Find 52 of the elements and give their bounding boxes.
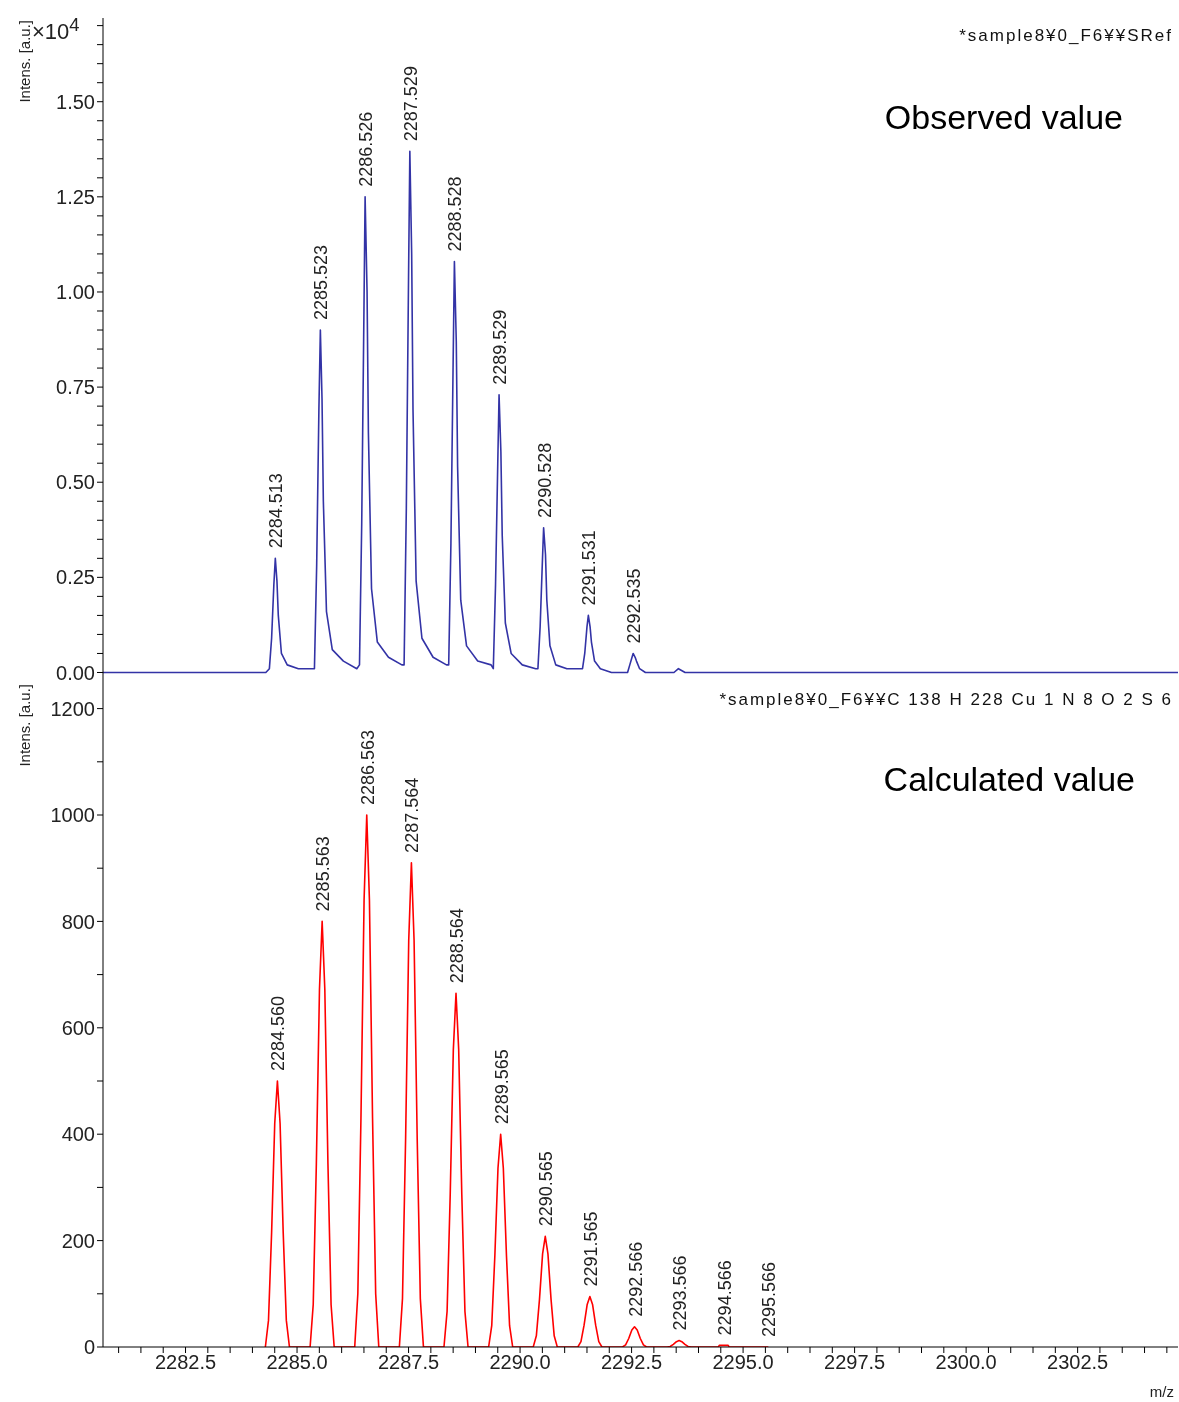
annotation: 2285.563 xyxy=(313,836,334,912)
x-tick-label: 2302.5 xyxy=(1047,1351,1109,1374)
annotation: 2295.566 xyxy=(759,1261,780,1337)
annotation: 2289.529 xyxy=(490,309,511,385)
x-axis-title: m/z xyxy=(1149,1383,1174,1400)
y-tick-label: 800 xyxy=(61,910,95,933)
y-tick-label: 0 xyxy=(83,1336,95,1359)
annotation: 2291.565 xyxy=(580,1211,601,1287)
y-tick-label: 400 xyxy=(61,1123,95,1146)
annotation: 2293.566 xyxy=(670,1255,691,1331)
y-tick-label: 0.25 xyxy=(56,566,95,589)
y-axis-title: Intens. [a.u.] xyxy=(16,684,33,767)
annotation: 2291.531 xyxy=(579,530,600,606)
y-tick-label: 600 xyxy=(61,1016,95,1039)
y-tick-label: 0.00 xyxy=(56,661,95,684)
annotation: 2288.528 xyxy=(445,176,466,252)
y-tick-label: 1.25 xyxy=(56,185,95,208)
x-tick-label: 2300.0 xyxy=(935,1351,997,1374)
y-tick-label: 1.00 xyxy=(56,281,95,304)
annotation: 2284.513 xyxy=(266,473,287,549)
x-tick-label: 2287.5 xyxy=(377,1351,440,1374)
annotation: *sample8¥0_F6¥¥C 138 H 228 Cu 1 N 8 O 2 S 6 xyxy=(719,690,1173,710)
x-tick-label: 2297.5 xyxy=(824,1351,886,1374)
y-tick-label: 0.50 xyxy=(56,471,95,494)
x-tick-label: 2292.5 xyxy=(600,1351,663,1374)
annotation: 2290.565 xyxy=(536,1151,557,1227)
x-tick-label: 2282.5 xyxy=(154,1351,217,1374)
annotation: 2286.526 xyxy=(356,111,377,187)
x-tick-label: 2295.0 xyxy=(712,1351,774,1374)
y-axis-title: Intens. [a.u.] xyxy=(16,20,33,103)
annotation: 2292.535 xyxy=(624,568,645,644)
annotation: *sample8¥0_F6¥¥SRef xyxy=(959,26,1173,46)
y-tick-label: 1.50 xyxy=(56,90,95,113)
annotation: 2287.564 xyxy=(402,777,423,853)
text: ×10$^{4}$ xyxy=(32,14,80,45)
y-tick-label: 0.75 xyxy=(56,376,95,399)
y-tick-label: 1000 xyxy=(50,804,95,827)
annotation: 2288.564 xyxy=(447,908,468,984)
x-tick-label: 2290.0 xyxy=(489,1351,551,1374)
annotation: 2286.563 xyxy=(357,729,378,805)
y-tick-label: 1200 xyxy=(50,697,95,720)
annotation: 2294.566 xyxy=(714,1260,735,1336)
text: Observed value xyxy=(884,98,1123,137)
annotation: 2285.523 xyxy=(311,244,332,321)
text: Calculated value xyxy=(883,760,1135,799)
x-tick-label: 2285.0 xyxy=(266,1351,328,1374)
annotation: 2292.566 xyxy=(625,1241,646,1317)
y-tick-label: 200 xyxy=(61,1229,95,1252)
annotation: 2289.565 xyxy=(491,1049,512,1125)
annotation: 2284.560 xyxy=(268,995,289,1071)
annotation: 2287.529 xyxy=(400,66,421,142)
annotation: 2290.528 xyxy=(534,442,555,518)
